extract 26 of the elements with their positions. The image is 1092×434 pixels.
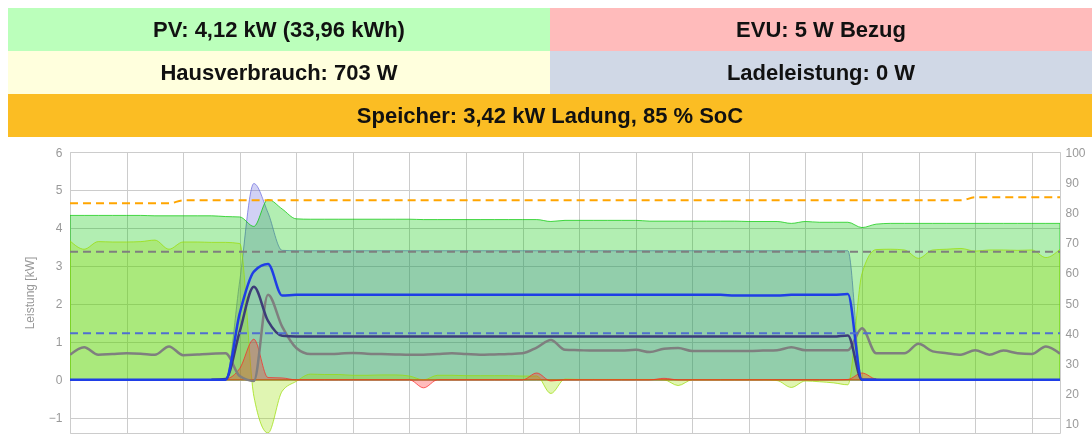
y2-tick-label: 90 xyxy=(1065,175,1080,190)
y2-tick-label: 50 xyxy=(1065,296,1080,311)
text: Ladeleistung: 0 W xyxy=(726,59,916,85)
y-tick-label: 0 xyxy=(55,373,63,388)
y-tick-label: 2 xyxy=(55,297,63,312)
y2-tick-label: 80 xyxy=(1065,205,1080,220)
y-tick-label: 1 xyxy=(55,335,63,350)
y-tick-label: 6 xyxy=(55,145,63,160)
y-axis-title: Leistung [kW] xyxy=(22,256,37,330)
y-tick-label: 5 xyxy=(55,183,63,198)
y2-tick-label: 30 xyxy=(1065,357,1080,372)
y2-tick-label: 60 xyxy=(1065,266,1080,281)
line-series xyxy=(70,293,1060,383)
text: PV: 4,12 kW (33,96 kWh) xyxy=(153,16,405,42)
y-tick-label: 3 xyxy=(55,259,63,274)
y2-tick-label: 10 xyxy=(1065,417,1080,432)
y-tick-label: 4 xyxy=(55,221,63,236)
line-series xyxy=(70,262,1060,382)
text: EVU: 5 W Bezug xyxy=(736,16,906,42)
y2-tick-label: 20 xyxy=(1065,387,1080,402)
text: Speicher: 3,42 kW Ladung, 85 % SoC xyxy=(356,102,744,128)
text: Hausverbrauch: 703 W xyxy=(160,59,398,85)
y2-tick-label: 70 xyxy=(1065,236,1080,251)
y2-tick-label: 40 xyxy=(1065,326,1080,341)
y2-tick-label: 100 xyxy=(1065,145,1086,160)
y-tick-label: −1 xyxy=(48,411,63,426)
